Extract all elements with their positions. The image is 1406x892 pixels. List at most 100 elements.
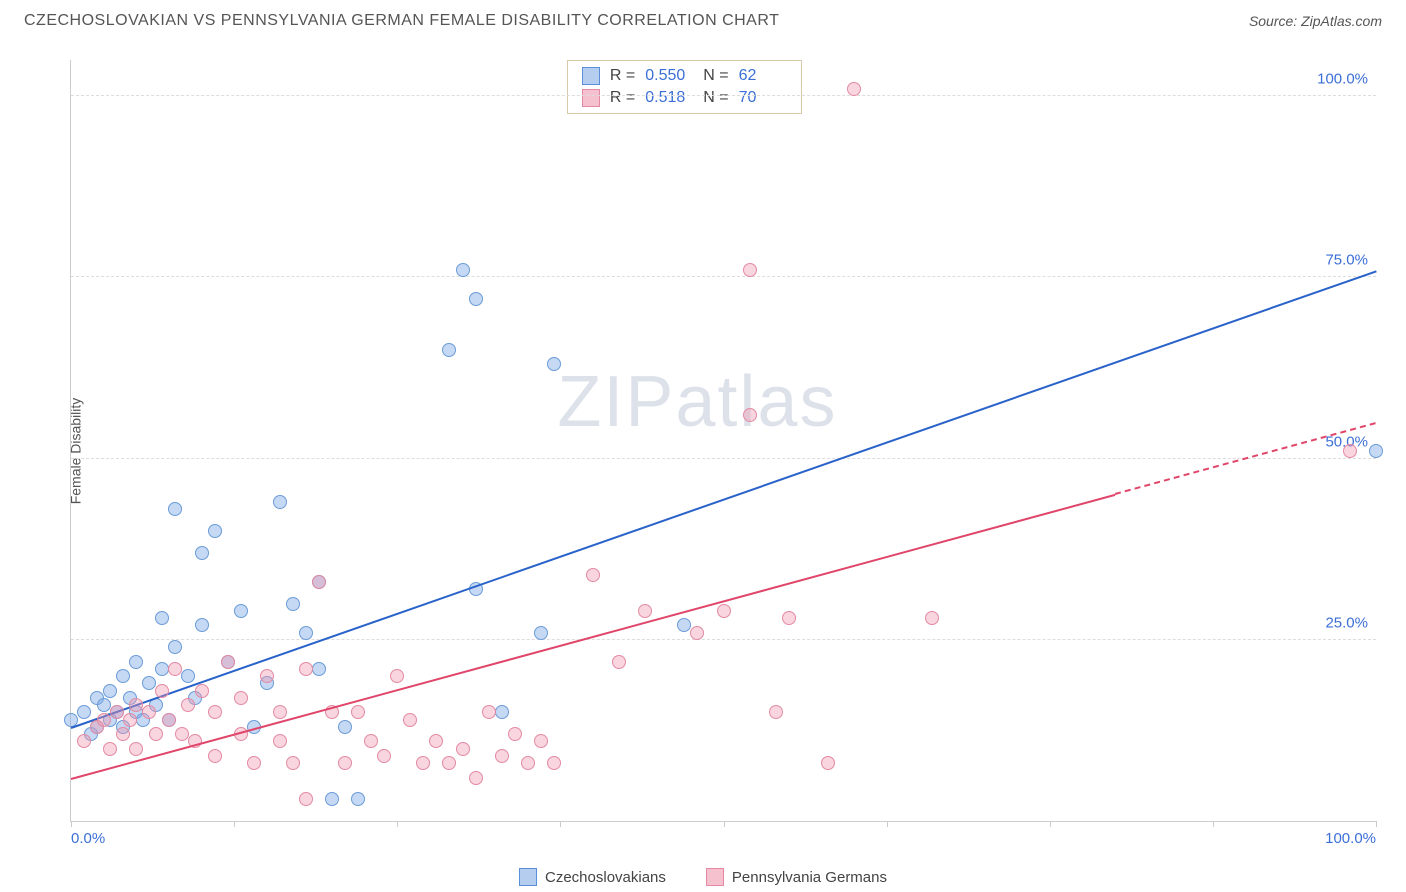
data-point — [416, 756, 430, 770]
data-point — [195, 684, 209, 698]
stats-legend-row: R = 0.518 N = 70 — [582, 87, 787, 109]
data-point — [77, 705, 91, 719]
trend-line — [71, 270, 1377, 728]
data-point — [116, 669, 130, 683]
data-point — [769, 705, 783, 719]
data-point — [129, 698, 143, 712]
trend-line — [1115, 422, 1377, 495]
x-tick-label: 0.0% — [71, 830, 105, 847]
n-label: N = — [703, 89, 728, 107]
data-point — [495, 705, 509, 719]
data-point — [273, 734, 287, 748]
r-value: 0.518 — [645, 89, 693, 107]
legend-swatch — [519, 868, 537, 886]
data-point — [299, 792, 313, 806]
data-point — [456, 263, 470, 277]
data-point — [195, 618, 209, 632]
y-tick-label: 100.0% — [1317, 71, 1368, 88]
x-tick-label: 100.0% — [1325, 830, 1376, 847]
data-point — [103, 684, 117, 698]
data-point — [168, 640, 182, 654]
data-point — [508, 727, 522, 741]
x-tick — [1050, 821, 1051, 827]
data-point — [286, 756, 300, 770]
legend-label: Pennsylvania Germans — [732, 869, 887, 886]
x-tick — [724, 821, 725, 827]
data-point — [403, 713, 417, 727]
data-point — [1343, 444, 1357, 458]
data-point — [586, 568, 600, 582]
data-point — [129, 742, 143, 756]
data-point — [821, 756, 835, 770]
data-point — [1369, 444, 1383, 458]
data-point — [155, 684, 169, 698]
bottom-legend: Czechoslovakians Pennsylvania Germans — [519, 868, 887, 886]
data-point — [247, 756, 261, 770]
data-point — [97, 698, 111, 712]
data-point — [469, 771, 483, 785]
source-citation: Source: ZipAtlas.com — [1249, 13, 1382, 29]
data-point — [77, 734, 91, 748]
n-label: N = — [703, 67, 728, 85]
data-point — [142, 676, 156, 690]
legend-swatch — [582, 67, 600, 85]
data-point — [273, 495, 287, 509]
legend-item: Pennsylvania Germans — [706, 868, 887, 886]
data-point — [717, 604, 731, 618]
data-point — [325, 792, 339, 806]
chart-title: CZECHOSLOVAKIAN VS PENNSYLVANIA GERMAN F… — [24, 12, 779, 30]
data-point — [234, 604, 248, 618]
x-tick — [1376, 821, 1377, 827]
data-point — [208, 705, 222, 719]
data-point — [429, 734, 443, 748]
data-point — [208, 749, 222, 763]
x-tick — [560, 821, 561, 827]
data-point — [482, 705, 496, 719]
data-point — [260, 669, 274, 683]
plot-area: ZIPatlas R =0.550N =62R =0.518N =70 25.0… — [70, 60, 1376, 822]
gridline — [71, 95, 1376, 96]
r-label: R = — [610, 89, 635, 107]
y-tick-label: 75.0% — [1325, 252, 1368, 269]
gridline — [71, 458, 1376, 459]
x-tick — [887, 821, 888, 827]
data-point — [390, 669, 404, 683]
gridline — [71, 276, 1376, 277]
x-tick — [1213, 821, 1214, 827]
data-point — [690, 626, 704, 640]
data-point — [195, 546, 209, 560]
data-point — [495, 749, 509, 763]
data-point — [103, 742, 117, 756]
data-point — [129, 655, 143, 669]
data-point — [312, 662, 326, 676]
data-point — [534, 626, 548, 640]
n-value: 70 — [739, 89, 787, 107]
x-tick — [71, 821, 72, 827]
data-point — [299, 662, 313, 676]
data-point — [116, 727, 130, 741]
data-point — [155, 611, 169, 625]
data-point — [97, 713, 111, 727]
data-point — [351, 792, 365, 806]
data-point — [351, 705, 365, 719]
data-point — [234, 691, 248, 705]
data-point — [456, 742, 470, 756]
data-point — [743, 408, 757, 422]
data-point — [547, 756, 561, 770]
data-point — [338, 756, 352, 770]
data-point — [181, 698, 195, 712]
data-point — [168, 502, 182, 516]
y-tick-label: 25.0% — [1325, 614, 1368, 631]
watermark: ZIPatlas — [557, 361, 837, 443]
data-point — [847, 82, 861, 96]
x-tick — [397, 821, 398, 827]
data-point — [338, 720, 352, 734]
data-point — [377, 749, 391, 763]
legend-label: Czechoslovakians — [545, 869, 666, 886]
data-point — [162, 713, 176, 727]
trend-line — [71, 493, 1116, 779]
data-point — [743, 263, 757, 277]
data-point — [534, 734, 548, 748]
r-label: R = — [610, 67, 635, 85]
chart-container: Female Disability ZIPatlas R =0.550N =62… — [50, 50, 1386, 852]
